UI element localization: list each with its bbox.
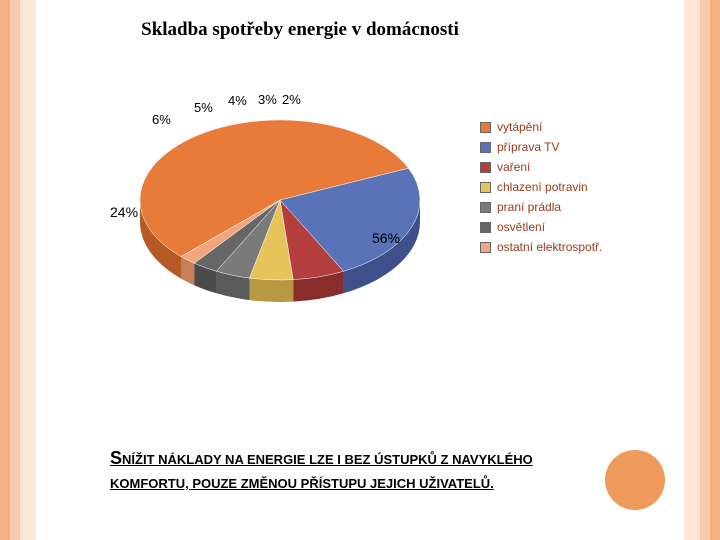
- legend: vytápění příprava TV vaření chlazení potrav…: [480, 120, 680, 260]
- slice-label: 2%: [282, 92, 301, 107]
- legend-label: chlazení potravin: [497, 180, 588, 194]
- slice-label: 24%: [110, 204, 138, 220]
- legend-item: praní prádla: [480, 200, 680, 214]
- slice-label: 4%: [228, 93, 247, 108]
- left-stripe-3: [20, 0, 36, 540]
- legend-item: příprava TV: [480, 140, 680, 154]
- caption-rest: NÍŽIT NÁKLADY NA ENERGIE LZE I BEZ ÚSTUP…: [110, 452, 533, 491]
- legend-label: příprava TV: [497, 140, 559, 154]
- pie-slice-side: [249, 278, 293, 302]
- decor-circle: [605, 450, 665, 510]
- legend-label: osvětlení: [497, 220, 545, 234]
- slice-label: 56%: [372, 230, 400, 246]
- legend-swatch: [480, 182, 491, 193]
- right-stripe-3: [684, 0, 700, 540]
- legend-label: vaření: [497, 160, 530, 174]
- pie-svg: [110, 100, 450, 340]
- legend-item: vytápění: [480, 120, 680, 134]
- legend-label: ostatní elektrospotř.: [497, 240, 602, 254]
- caption-first-letter: S: [110, 448, 122, 468]
- bottom-caption: SNÍŽIT NÁKLADY NA ENERGIE LZE I BEZ ÚSTU…: [110, 445, 590, 496]
- legend-swatch: [480, 162, 491, 173]
- legend-item: osvětlení: [480, 220, 680, 234]
- legend-swatch: [480, 122, 491, 133]
- left-stripe-2: [10, 0, 20, 540]
- legend-item: ostatní elektrospotř.: [480, 240, 680, 254]
- right-stripe-2: [700, 0, 710, 540]
- right-stripe-1: [710, 0, 720, 540]
- legend-item: chlazení potravin: [480, 180, 680, 194]
- legend-swatch: [480, 202, 491, 213]
- legend-swatch: [480, 142, 491, 153]
- legend-label: vytápění: [497, 120, 542, 134]
- pie-chart: 56%24%6%5%4%3%2%: [110, 100, 450, 340]
- chart-title: Skladba spotřeby energie v domácnosti: [140, 18, 460, 42]
- legend-swatch: [480, 222, 491, 233]
- legend-swatch: [480, 242, 491, 253]
- slice-label: 3%: [258, 92, 277, 107]
- left-stripe-1: [0, 0, 10, 540]
- slice-label: 5%: [194, 100, 213, 115]
- legend-label: praní prádla: [497, 200, 561, 214]
- legend-item: vaření: [480, 160, 680, 174]
- slice-label: 6%: [152, 112, 171, 127]
